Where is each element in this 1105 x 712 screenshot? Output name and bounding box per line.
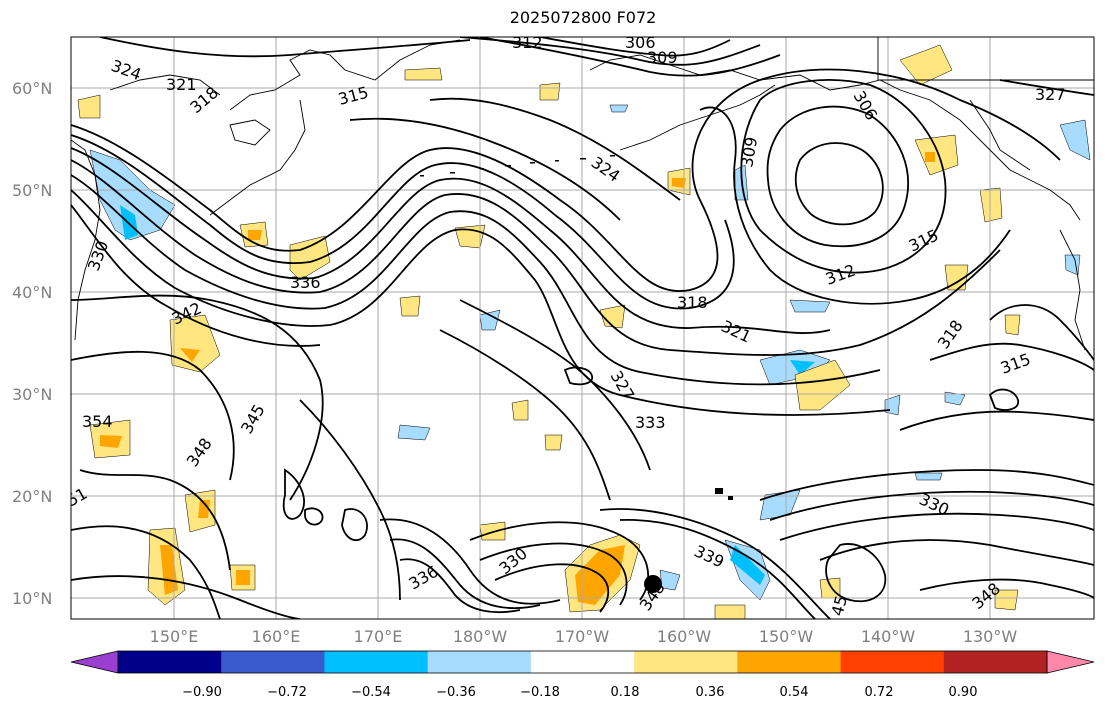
colorbar-segment <box>427 651 532 673</box>
graticule <box>71 37 1094 619</box>
contour-label: 354 <box>82 412 113 431</box>
lat-label: 50°N <box>12 181 52 200</box>
map-title: 2025072800 F072 <box>509 8 657 27</box>
contour-label: 306 <box>625 33 656 52</box>
contour-label: 333 <box>635 413 666 432</box>
colorbar-extend-low <box>70 650 119 674</box>
lat-label: 40°N <box>12 283 52 302</box>
colorbar-segment <box>118 651 222 673</box>
colorbar-tick-label: 0.54 <box>780 685 809 700</box>
longitude-labels: 150°E 160°E 170°E 180°W 170°W 160°W 150°… <box>150 627 1018 646</box>
lat-label: 20°N <box>12 487 52 506</box>
colorbar-tick-label: 0.72 <box>865 685 894 700</box>
storm-center-marker <box>644 575 662 593</box>
colorbar <box>70 650 1095 674</box>
colorbar-tick-label: 0.18 <box>611 685 640 700</box>
contour-label: 327 <box>1035 85 1066 104</box>
lon-label: 130°W <box>963 627 1018 646</box>
colorbar-segment <box>221 651 325 673</box>
colorbar-extend-high <box>1046 650 1095 674</box>
colorbar-tick-label: −0.18 <box>520 685 560 700</box>
contour-label: 318 <box>677 293 708 312</box>
colorbar-tick-label: −0.90 <box>182 685 222 700</box>
plot-frame <box>70 36 1095 620</box>
lon-label: 160°W <box>657 627 712 646</box>
negative-shading <box>89 104 1091 601</box>
colorbar-tick-label: −0.72 <box>267 685 307 700</box>
lon-label: 150°E <box>150 627 199 646</box>
colorbar-segment <box>530 651 635 673</box>
height-contours <box>71 37 1094 619</box>
contour-label: 45 <box>828 593 852 618</box>
colorbar-tick-label: 0.36 <box>696 685 725 700</box>
lon-label: 170°E <box>354 627 403 646</box>
colorbar-segment <box>324 651 429 673</box>
contour-label: 312 <box>512 33 543 52</box>
lon-label: 140°W <box>861 627 916 646</box>
lon-label: 160°E <box>252 627 301 646</box>
lon-label: 180°W <box>453 627 508 646</box>
colorbar-segment <box>634 651 738 673</box>
lat-label: 30°N <box>12 385 52 404</box>
contour-label: 321 <box>166 75 197 94</box>
colorbar-segment <box>840 651 945 673</box>
colorbar-tick-label: −0.54 <box>351 685 391 700</box>
colorbar-tick-label: 0.90 <box>949 685 978 700</box>
lat-label: 10°N <box>12 589 52 608</box>
latitude-labels: 10°N 20°N 30°N 40°N 50°N 60°N <box>12 79 52 608</box>
colorbar-tick-label: −0.36 <box>436 685 476 700</box>
colorbar-ticks: −0.90 −0.72 −0.54 −0.36 −0.18 0.18 0.36 … <box>182 685 977 700</box>
lon-label: 150°W <box>759 627 814 646</box>
colorbar-frame <box>117 650 1048 674</box>
lon-label: 170°W <box>555 627 610 646</box>
lat-label: 60°N <box>12 79 52 98</box>
colorbar-segment <box>737 651 842 673</box>
colorbar-segment <box>943 651 1048 673</box>
contour-label: 309 <box>647 48 678 67</box>
contour-label: 336 <box>290 273 321 292</box>
